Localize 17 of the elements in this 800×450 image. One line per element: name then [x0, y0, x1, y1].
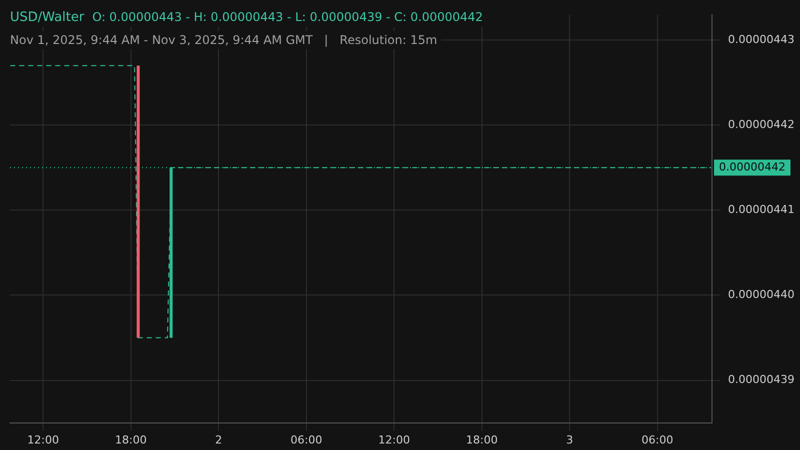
x-tick-label: 12:00 — [378, 433, 410, 446]
y-tick-label: 0.00000441 — [728, 203, 794, 216]
x-tick-label: 12:00 — [27, 433, 59, 446]
ref-line-label: 0.00000442 — [719, 160, 786, 174]
chart-title: USD/Walter — [10, 10, 84, 25]
x-tick-label: 18:00 — [115, 433, 147, 446]
x-tick-label: 06:00 — [642, 433, 674, 446]
y-tick-label: 0.00000443 — [728, 32, 794, 46]
x-tick-label: 06:00 — [290, 433, 322, 446]
y-tick-label: 0.00000439 — [728, 373, 794, 386]
y-tick-label: 0.00000440 — [728, 288, 794, 302]
annotation: O: 0.00000443 - H: 0.00000443 - L: 0.00000439 - C: 0.00000442 — [92, 10, 483, 24]
x-tick-label: 2 — [215, 433, 222, 446]
y-tick-label: 0.00000442 — [728, 118, 794, 132]
text: Nov 1, 2025, 9:44 AM - Nov 3, 2025, 9:44 AM GMT | Resolution: 15m — [6, 31, 442, 49]
x-tick-label: 18:00 — [466, 433, 498, 446]
x-tick-label: 3 — [566, 433, 574, 446]
